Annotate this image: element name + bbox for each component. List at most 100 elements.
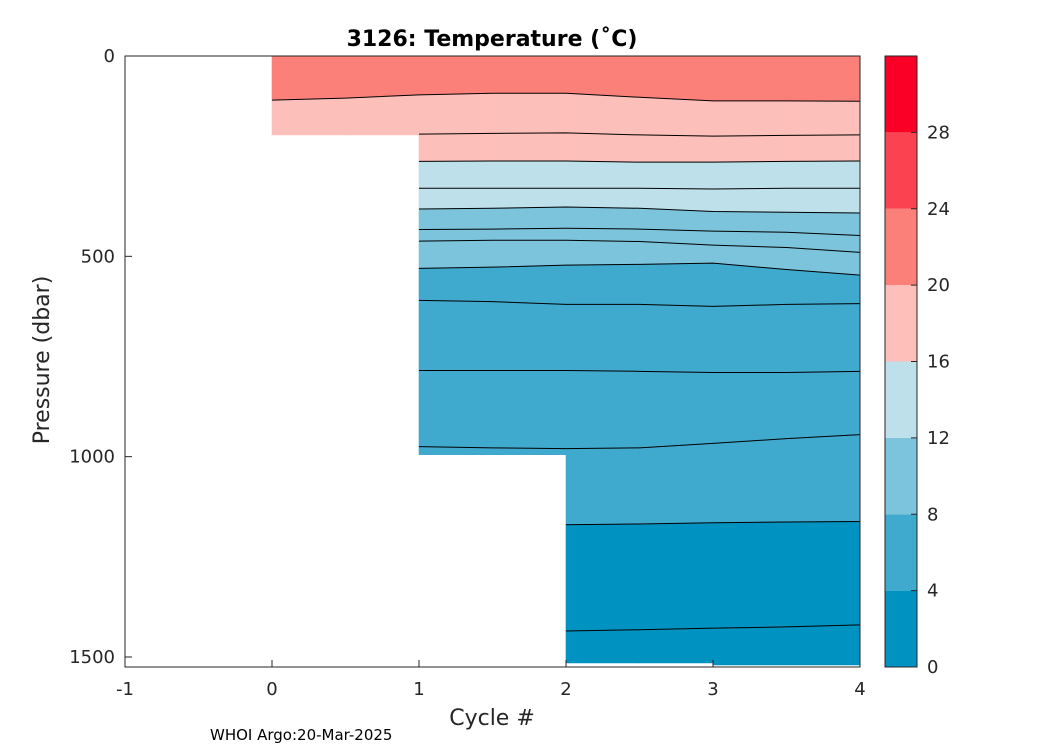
x-axis-title: Cycle #	[449, 706, 535, 731]
temperature-band	[712, 304, 787, 373]
colorbar-tick-label: 28	[927, 122, 950, 143]
y-axis: 0 500 1000 1500	[69, 46, 132, 668]
isotherm-line	[565, 521, 861, 526]
colorbar-tick-label: 16	[927, 352, 950, 373]
colorbar-tick-label: 24	[927, 199, 950, 220]
temperature-band	[565, 132, 640, 163]
temperature-band	[492, 370, 567, 449]
temperature-band	[786, 187, 861, 214]
colorbar-tick-label: 12	[927, 428, 950, 449]
temperature-band	[418, 133, 493, 162]
colorbar-swatch	[885, 56, 917, 133]
temperature-band	[418, 239, 493, 269]
temperature-band	[639, 627, 714, 664]
x-tick-label: -1	[116, 679, 134, 700]
temperature-band	[712, 372, 787, 444]
isotherm-line	[418, 299, 861, 307]
isotherm-line	[418, 239, 861, 253]
colorbar-tick-label: 8	[927, 504, 938, 525]
temperature-band	[492, 206, 567, 230]
temperature-band	[492, 92, 567, 134]
temperature-band	[786, 434, 861, 523]
temperature-band	[418, 370, 493, 449]
y-tick-label: 1500	[69, 647, 115, 668]
temperature-band	[565, 370, 640, 449]
temperature-band	[418, 300, 493, 371]
temperature-band	[712, 211, 787, 233]
isotherm-line	[418, 434, 861, 450]
isotherm-line	[418, 227, 861, 236]
isotherm-line	[419, 370, 861, 374]
temperature-band	[639, 304, 714, 373]
isotherm-line	[271, 92, 861, 102]
colorbar-tick-label: 20	[927, 275, 950, 296]
temperature-band	[492, 227, 567, 241]
temperature-band	[639, 522, 714, 631]
temperature-band	[492, 264, 567, 305]
y-tick-label: 1000	[69, 447, 115, 468]
colorbar-tick-label: 0	[927, 657, 938, 678]
colorbar-swatch	[885, 208, 917, 286]
y-tick-label: 0	[104, 46, 115, 67]
colorbar-swatch	[885, 590, 917, 667]
y-axis-title: Pressure (dbar)	[30, 276, 55, 445]
temperature-band	[418, 55, 493, 96]
temperature-band	[639, 96, 714, 137]
temperature-band	[565, 187, 640, 209]
temperature-band	[418, 228, 493, 242]
temperature-band	[712, 161, 787, 190]
footer-credit: WHOI Argo:20-Mar-2025	[210, 726, 392, 744]
x-tick-label: 1	[413, 679, 424, 700]
temperature-band	[418, 187, 493, 210]
temperature-band	[786, 521, 861, 628]
temperature-band	[786, 134, 861, 162]
x-tick-label: 4	[854, 679, 865, 700]
isotherm-line	[565, 624, 861, 632]
colorbar-swatch	[885, 361, 917, 438]
temperature-band	[639, 262, 714, 307]
temperature-band	[712, 135, 787, 163]
temperature-band	[639, 207, 714, 232]
temperature-band	[786, 211, 861, 236]
temperature-band	[786, 303, 861, 373]
temperature-band	[639, 443, 714, 525]
colorbar-tick-label: 4	[927, 581, 938, 602]
isotherm-line	[418, 160, 861, 163]
colorbar-swatch	[885, 285, 917, 362]
temperature-band	[639, 371, 714, 449]
temperature-band	[565, 447, 640, 526]
temperature-band	[712, 521, 787, 629]
temperature-band	[639, 187, 714, 212]
temperature-band	[786, 55, 861, 102]
temperature-band	[418, 92, 493, 135]
temperature-band	[418, 266, 493, 302]
temperature-band	[492, 240, 567, 268]
chart-title: 3126: Temperature (˚C)	[347, 27, 638, 52]
colorbar-swatch	[885, 437, 917, 515]
x-axis: -1 0 1 2 3 4	[116, 660, 866, 700]
isotherm-line	[418, 262, 861, 276]
colorbar: 0 4 8 12 16 20 24 28	[884, 55, 950, 678]
temperature-band	[492, 187, 567, 209]
temperature-band	[639, 134, 714, 163]
temperature-band	[418, 207, 493, 230]
temperature-band	[639, 161, 714, 190]
isotherm-line	[419, 187, 860, 190]
temperature-band	[565, 629, 640, 664]
plot-frame	[124, 55, 861, 668]
temperature-band	[565, 523, 640, 632]
plot-area	[271, 55, 861, 666]
temperature-band	[565, 92, 640, 136]
temperature-band	[786, 371, 861, 439]
temperature-band	[565, 55, 640, 98]
temperature-band	[712, 187, 787, 213]
colorbar-swatch	[885, 132, 917, 209]
temperature-band	[565, 304, 640, 372]
x-tick-label: 0	[266, 679, 277, 700]
isotherm-line	[418, 132, 861, 137]
temperature-band	[271, 97, 346, 136]
temperature-band	[492, 55, 567, 94]
temperature-band	[345, 55, 420, 99]
temperature-band	[492, 160, 567, 189]
